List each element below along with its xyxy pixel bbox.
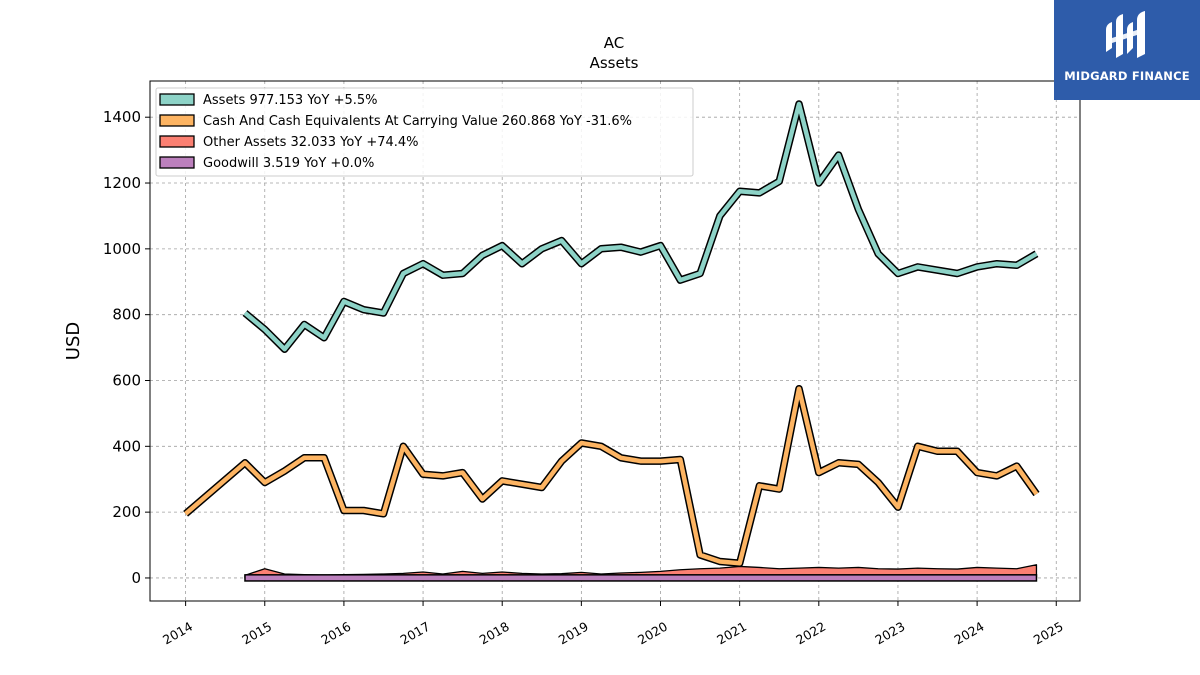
- assets-series: [242, 100, 1039, 353]
- legend-other-assets-swatch: [159, 135, 195, 148]
- y-tick-label: 200: [112, 503, 141, 521]
- y-tick-label: 0: [131, 569, 141, 587]
- legend: Assets 977.153 YoY +5.5% Cash And Cash Eq…: [155, 87, 694, 177]
- y-tick-label: 1000: [103, 240, 141, 258]
- x-tick-label: 2014: [160, 619, 195, 648]
- logo-brand-text: MIDGARD FINANCE: [1064, 69, 1190, 83]
- assets-series-line: [243, 101, 1038, 352]
- x-tick-label: 2024: [952, 619, 987, 648]
- chart-title: AC: [604, 34, 624, 52]
- axes: 0 200 400 600 800 1000 1200 1400 2014 2015 2016 201…: [103, 108, 1066, 647]
- y-tick-label: 600: [112, 371, 141, 389]
- y-tick-label: 400: [112, 437, 141, 455]
- goodwill-series: [244, 574, 1038, 582]
- x-tick-label: 2023: [872, 619, 907, 648]
- x-tick-label: 2020: [635, 619, 670, 648]
- plot-series: [183, 100, 1040, 582]
- x-tick-label: 2015: [239, 619, 274, 648]
- legend-cash-label: Cash And Cash Equivalents At Carrying Va…: [203, 114, 632, 129]
- y-tick-label: 1200: [103, 174, 141, 192]
- legend-assets-swatch: [159, 93, 195, 106]
- legend-other-assets-label: Other Assets 32.033 YoY +74.4%: [203, 135, 419, 150]
- plot-frame: [149, 80, 1081, 602]
- legend-box: [155, 87, 694, 177]
- cash-series-line: [184, 386, 1039, 566]
- cash-series: [183, 384, 1040, 567]
- midgard-finance-logo: MIDGARD FINANCE: [1054, 0, 1200, 100]
- legend-assets-label: Assets 977.153 YoY +5.5%: [203, 93, 378, 108]
- midgard-logo-icon: [1106, 11, 1145, 58]
- x-tick-label: 2019: [556, 619, 591, 648]
- legend-goodwill-swatch: [159, 156, 195, 169]
- y-tick-label: 1400: [103, 108, 141, 126]
- legend-cash-swatch: [159, 114, 195, 127]
- chart-subtitle: Assets: [590, 54, 639, 72]
- legend-goodwill-label: Goodwill 3.519 YoY +0.0%: [203, 156, 374, 171]
- x-tick-label: 2017: [398, 619, 433, 648]
- x-tick-label: 2018: [477, 619, 512, 648]
- x-tick-label: 2022: [793, 619, 828, 648]
- x-tick-label: 2016: [318, 619, 353, 648]
- x-tick-label: 2021: [714, 619, 749, 648]
- x-tick-label: 2025: [1031, 619, 1066, 648]
- y-axis-label: USD: [63, 322, 84, 360]
- y-tick-label: 800: [112, 306, 141, 324]
